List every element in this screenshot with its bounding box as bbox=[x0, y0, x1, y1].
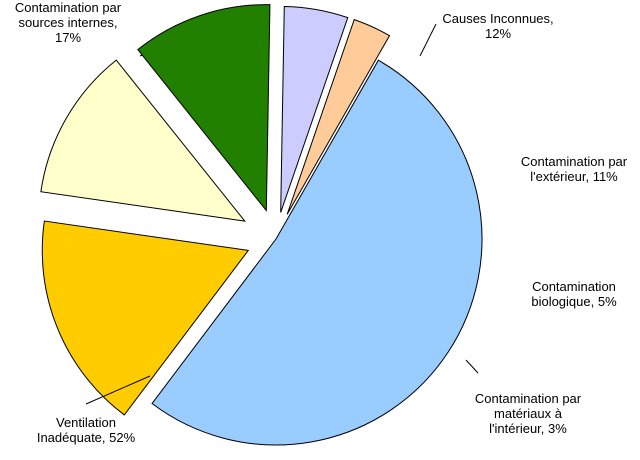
slice-label-1-line-2: sources internes, bbox=[19, 15, 118, 30]
slice-label-1-line-1: Contamination par bbox=[15, 0, 122, 15]
leader-line-5 bbox=[465, 359, 479, 374]
pie-slice-4 bbox=[280, 5, 349, 213]
slice-label-2: Causes Inconnues, 12% bbox=[442, 11, 553, 41]
slice-label-4-line-1: Contamination bbox=[532, 279, 616, 294]
pie-slice-1 bbox=[41, 220, 250, 416]
slice-label-4: Contamination biologique, 5% bbox=[531, 279, 617, 309]
slice-label-3-line-2: l'extérieur, 11% bbox=[530, 169, 618, 184]
slice-label-2-line-1: Causes Inconnues, bbox=[442, 11, 553, 26]
pie-slice-6 bbox=[151, 59, 483, 446]
slice-label-5-line-3: l'intérieur, 3% bbox=[489, 421, 567, 436]
pie-slice-3 bbox=[137, 4, 271, 212]
pie-slice-2 bbox=[40, 59, 246, 222]
slice-label-6: Ventilation Inadéquate, 52% bbox=[37, 415, 136, 445]
slice-label-1-line-3: 17% bbox=[55, 30, 81, 45]
leader-line-2 bbox=[419, 23, 437, 57]
slice-label-1: Contamination par sources internes, 17% bbox=[15, 0, 122, 45]
slice-label-5: Contamination par matériaux à l'intérieur,… bbox=[475, 391, 582, 436]
slice-label-4-line-2: biologique, 5% bbox=[531, 294, 617, 309]
leader-line-6 bbox=[85, 375, 151, 405]
slice-label-5-line-1: Contamination par bbox=[475, 391, 582, 406]
slice-label-6-line-2: Inadéquate, 52% bbox=[37, 430, 136, 445]
slice-label-2-line-2: 12% bbox=[485, 26, 511, 41]
pie-slice-5 bbox=[286, 18, 391, 215]
slice-label-3: Contamination par l'extérieur, 11% bbox=[521, 154, 628, 184]
slice-label-3-line-1: Contamination par bbox=[521, 154, 628, 169]
slice-label-6-line-1: Ventilation bbox=[56, 415, 116, 430]
slice-label-5-line-2: matériaux à bbox=[494, 406, 563, 421]
